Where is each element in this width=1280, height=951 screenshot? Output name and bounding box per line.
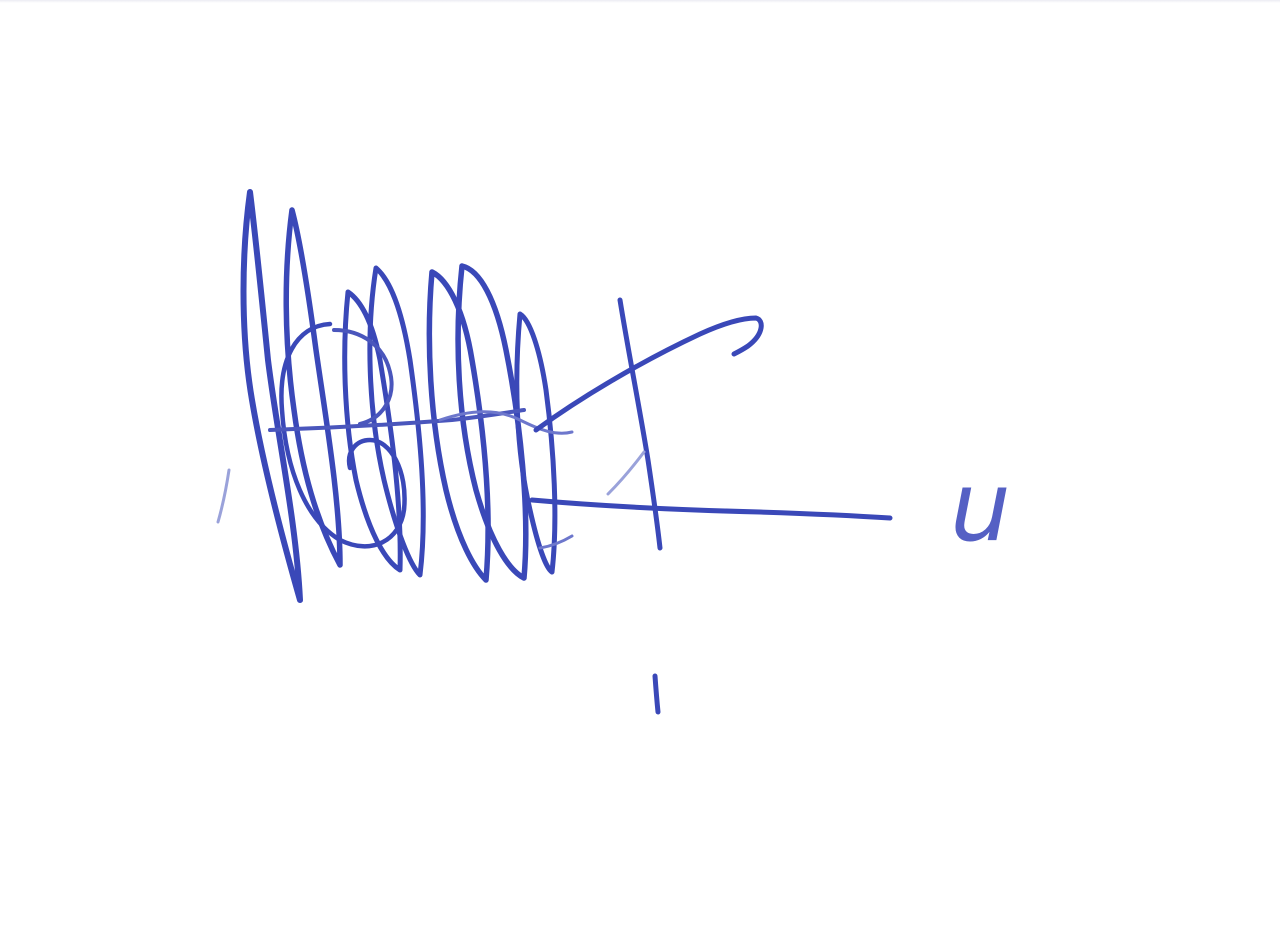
- signature-stroke-oval: [279, 321, 407, 549]
- signature-stroke-loop-6: [455, 263, 529, 581]
- signature-stroke-inner-arc: [332, 328, 394, 426]
- signature-stroke-vertical: [617, 297, 663, 551]
- signature-stroke-light-wave: [438, 410, 574, 435]
- signature-stroke-loop-7: [514, 311, 558, 575]
- scan-edge: [0, 0, 1280, 3]
- signature-stroke-faint-diagonal: [606, 450, 646, 496]
- signature-stroke-dot-mark: [652, 673, 661, 715]
- signature-stroke-faint-tick: [216, 468, 231, 524]
- signature-initial: u: [950, 451, 1011, 563]
- signature-stroke-loop-4: [367, 265, 426, 578]
- signature-stroke-arrow: [533, 315, 764, 433]
- signature-stroke-loop-3: [342, 289, 403, 573]
- signature-stroke-loop-5: [426, 269, 491, 583]
- signature-stroke-baseline: [529, 497, 893, 521]
- signature-stroke-hook: [538, 534, 574, 550]
- signature-stroke-loop-2: [283, 207, 343, 568]
- signature-stroke-loop-1: [240, 189, 303, 603]
